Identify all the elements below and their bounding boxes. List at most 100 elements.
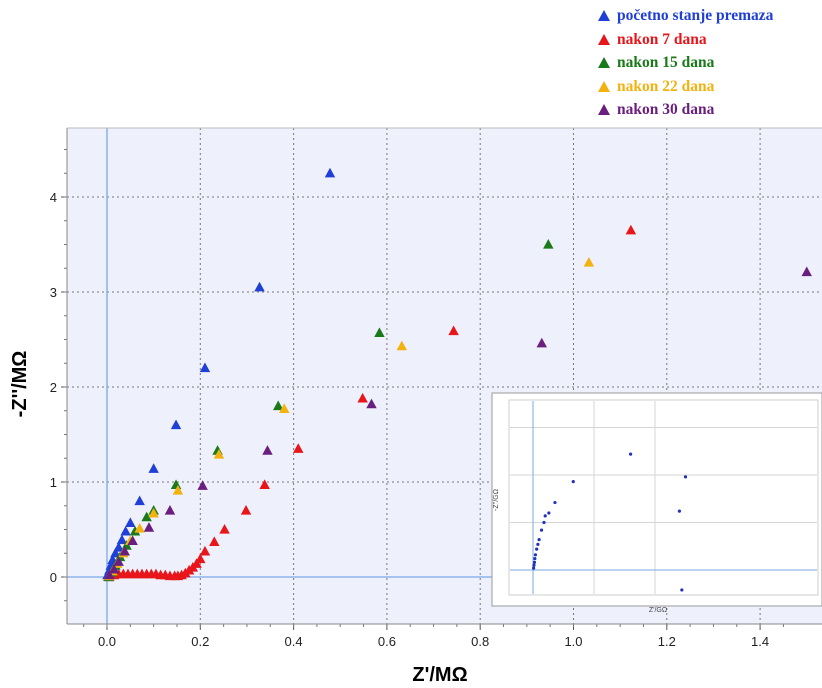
inset-data-point [533, 557, 537, 561]
data-point [119, 545, 130, 556]
data-point [324, 167, 336, 178]
data-point [366, 398, 377, 409]
data-point [116, 534, 128, 545]
data-point [197, 480, 208, 490]
inset-data-point [532, 566, 536, 570]
data-point [543, 239, 554, 249]
legend-marker-icon [598, 104, 610, 116]
data-point [199, 362, 211, 373]
data-point [134, 523, 145, 533]
data-point [129, 525, 141, 536]
axis-ticks: 0.0 0.2 0.4 0.6 0.8 1.0 1.2 1.4 0 1 2 3 4 [50, 127, 822, 649]
data-point [240, 505, 252, 515]
data-point [625, 224, 637, 235]
inset-data-points [532, 452, 688, 592]
inset-x-axis-label: Z'/GΩ [649, 607, 667, 614]
legend-item: nakon 7 dana [598, 28, 773, 52]
y-tick-label: 0 [50, 570, 57, 585]
x-tick-label: 0.2 [191, 634, 209, 649]
data-point [148, 463, 159, 473]
inset-data-point [542, 520, 546, 525]
data-point [113, 542, 124, 552]
y-tick-label: 1 [50, 475, 57, 490]
data-point [254, 281, 265, 292]
x-tick-label: 0.4 [285, 634, 303, 649]
legend-label: nakon 22 dana [617, 77, 715, 95]
data-point [120, 525, 131, 536]
legend-item: nakon 15 dana [598, 51, 773, 75]
data-point [583, 257, 595, 267]
inset-data-point [533, 553, 538, 557]
x-tick-label: 0.8 [471, 634, 489, 649]
inset-y-axis-label: -Z''/GΩ [493, 489, 500, 511]
y-tick-label: 3 [50, 285, 57, 300]
data-point [801, 266, 812, 277]
inset-data-point [553, 500, 557, 505]
data-point [170, 419, 182, 430]
data-point [164, 505, 176, 515]
x-axis-label: Z'/MΩ [412, 664, 467, 686]
inset-chart: Z'/GΩ -Z''/GΩ [491, 392, 822, 614]
inset-data-point [539, 528, 544, 532]
data-point [209, 536, 220, 546]
data-point [113, 556, 124, 566]
inset-data-point [532, 560, 537, 565]
legend-item: početno stanje premaza [598, 4, 773, 28]
data-point [110, 547, 121, 558]
data-point [108, 563, 120, 574]
legend-label: nakon 15 dana [617, 54, 715, 71]
legend-marker-icon [598, 57, 610, 69]
x-tick-label: 0.6 [378, 634, 396, 649]
data-point [127, 535, 138, 546]
data-point [536, 337, 548, 348]
legend-marker-icon [598, 33, 610, 45]
data-point [448, 325, 459, 336]
data-point [104, 569, 115, 580]
y-axis-label: -Z''/MΩ [9, 351, 31, 418]
data-point [143, 522, 155, 532]
inset-data-point [543, 514, 547, 518]
x-tick-label: 1.4 [751, 634, 769, 649]
data-point [259, 479, 270, 489]
inset-data-point [536, 542, 540, 546]
inset-data-point [683, 475, 688, 479]
chart-legend: početno stanje premaza nakon 7 dana nakon … [598, 4, 773, 122]
data-point [272, 400, 284, 411]
data-points [102, 167, 812, 582]
x-tick-label: 1.2 [658, 634, 676, 649]
data-point [357, 392, 368, 403]
data-point [374, 327, 385, 337]
x-tick-label: 1.0 [564, 634, 582, 649]
y-tick-label: 2 [50, 380, 57, 395]
data-point [125, 517, 136, 527]
inset-data-point [547, 511, 551, 515]
legend-marker-icon [598, 80, 610, 92]
y-tick-label: 4 [50, 190, 57, 205]
data-point [293, 443, 304, 453]
legend-label: nakon 7 dana [617, 30, 707, 48]
inset-data-point [629, 452, 633, 456]
data-point [199, 545, 211, 556]
data-point [279, 403, 290, 413]
data-point [213, 448, 225, 459]
inset-data-point [537, 538, 541, 542]
legend-marker-icon [598, 10, 610, 22]
x-tick-label: 0.0 [98, 634, 116, 649]
data-point [172, 485, 184, 495]
legend-label: početno stanje premaza [617, 7, 774, 24]
grid-lines [67, 128, 822, 624]
inset-data-point [680, 588, 684, 592]
data-point [195, 553, 206, 564]
legend-item: nakon 22 dana [598, 75, 773, 99]
data-point [148, 507, 159, 518]
legend-item: nakon 30 dana [598, 98, 773, 122]
inset-plot-area [508, 399, 819, 596]
inset-data-point [571, 480, 575, 484]
data-point [396, 340, 408, 351]
data-point [262, 445, 273, 455]
inset-data-point [532, 563, 536, 567]
data-point [141, 511, 152, 522]
inset-data-point [535, 547, 539, 551]
inset-data-point [677, 509, 682, 513]
